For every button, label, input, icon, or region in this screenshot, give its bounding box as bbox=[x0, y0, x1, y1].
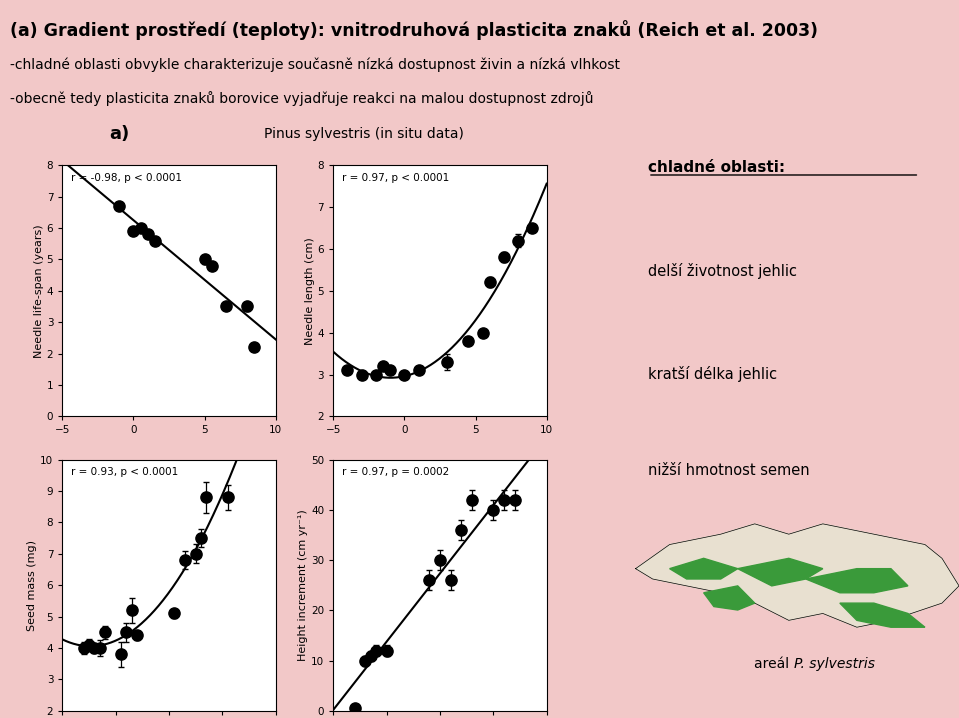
Y-axis label: Height increment (cm yr⁻¹): Height increment (cm yr⁻¹) bbox=[298, 509, 309, 661]
Point bbox=[368, 369, 384, 381]
Point bbox=[354, 369, 369, 381]
Point bbox=[111, 200, 127, 212]
Text: r = 0.97, p < 0.0001: r = 0.97, p < 0.0001 bbox=[341, 172, 449, 182]
Point bbox=[383, 365, 398, 376]
Text: -chladné oblasti obvykle charakterizuje současně nízká dostupnost živin a nízká : -chladné oblasti obvykle charakterizuje … bbox=[10, 58, 620, 73]
Polygon shape bbox=[806, 569, 908, 593]
Point bbox=[485, 504, 501, 516]
Point bbox=[497, 494, 512, 505]
Point bbox=[525, 223, 540, 234]
Text: pomalejší růst: pomalejší růst bbox=[648, 554, 752, 572]
Text: chladné oblasti:: chladné oblasti: bbox=[648, 160, 785, 174]
Polygon shape bbox=[704, 586, 755, 610]
Polygon shape bbox=[636, 524, 959, 628]
Y-axis label: Needle life-span (years): Needle life-span (years) bbox=[34, 224, 44, 358]
Point bbox=[454, 524, 469, 536]
Text: -obecně tedy plasticita znaků borovice vyjadřuje reakci na malou dostupnost zdro: -obecně tedy plasticita znaků borovice v… bbox=[10, 91, 593, 106]
Point bbox=[167, 607, 182, 619]
Point bbox=[98, 627, 113, 638]
Text: nižší hmotnost semen: nižší hmotnost semen bbox=[648, 463, 809, 478]
Point bbox=[368, 645, 384, 656]
Text: a): a) bbox=[109, 125, 129, 143]
Point bbox=[375, 360, 390, 372]
Point bbox=[397, 369, 412, 381]
Point bbox=[133, 223, 149, 234]
Point bbox=[197, 253, 212, 265]
Point bbox=[126, 225, 141, 237]
Point bbox=[358, 655, 373, 666]
Point bbox=[219, 301, 234, 312]
Point bbox=[240, 301, 255, 312]
Point bbox=[347, 702, 363, 714]
Y-axis label: Seed mass (mg): Seed mass (mg) bbox=[28, 540, 37, 630]
Point bbox=[482, 276, 498, 288]
Point bbox=[460, 335, 476, 347]
Point bbox=[464, 494, 480, 505]
Point bbox=[188, 548, 203, 559]
Text: areál: areál bbox=[754, 658, 794, 671]
Point bbox=[113, 648, 129, 660]
Point bbox=[86, 643, 102, 653]
Text: delší životnost jehlic: delší životnost jehlic bbox=[648, 263, 797, 279]
Point bbox=[363, 650, 378, 661]
Point bbox=[497, 251, 512, 263]
FancyBboxPatch shape bbox=[76, 114, 163, 156]
Point bbox=[177, 554, 193, 566]
Polygon shape bbox=[669, 559, 737, 579]
Point bbox=[422, 574, 437, 586]
Point bbox=[124, 605, 139, 616]
Point bbox=[507, 494, 523, 505]
Text: (a) Gradient prostředí (teploty): vnitrodruhová plasticita znaků (Reich et al. 2: (a) Gradient prostředí (teploty): vnitro… bbox=[10, 20, 818, 40]
Point bbox=[129, 630, 145, 641]
Point bbox=[76, 643, 91, 653]
Text: P. sylvestris: P. sylvestris bbox=[794, 658, 875, 671]
Point bbox=[140, 228, 155, 240]
Text: r = 0.93, p < 0.0001: r = 0.93, p < 0.0001 bbox=[71, 467, 178, 477]
Point bbox=[92, 643, 107, 653]
Point bbox=[510, 235, 526, 246]
Point bbox=[379, 645, 394, 656]
Point bbox=[439, 356, 455, 368]
Point bbox=[204, 260, 220, 271]
Point bbox=[147, 235, 162, 246]
Polygon shape bbox=[737, 559, 823, 586]
Point bbox=[246, 342, 262, 353]
Point bbox=[82, 639, 97, 651]
Point bbox=[433, 554, 448, 566]
Point bbox=[475, 327, 490, 338]
Polygon shape bbox=[840, 603, 924, 628]
Point bbox=[339, 365, 355, 376]
Text: r = 0.97, p = 0.0002: r = 0.97, p = 0.0002 bbox=[341, 467, 449, 477]
Text: Pinus sylvestris (in situ data): Pinus sylvestris (in situ data) bbox=[265, 126, 464, 141]
Point bbox=[199, 491, 214, 503]
Text: kratší délka jehlic: kratší délka jehlic bbox=[648, 366, 777, 382]
Point bbox=[220, 491, 235, 503]
Point bbox=[411, 365, 427, 376]
Text: r = -0.98, p < 0.0001: r = -0.98, p < 0.0001 bbox=[71, 172, 182, 182]
Point bbox=[119, 627, 134, 638]
Y-axis label: Needle length (cm): Needle length (cm) bbox=[305, 237, 315, 345]
Point bbox=[443, 574, 458, 586]
Point bbox=[194, 532, 209, 544]
